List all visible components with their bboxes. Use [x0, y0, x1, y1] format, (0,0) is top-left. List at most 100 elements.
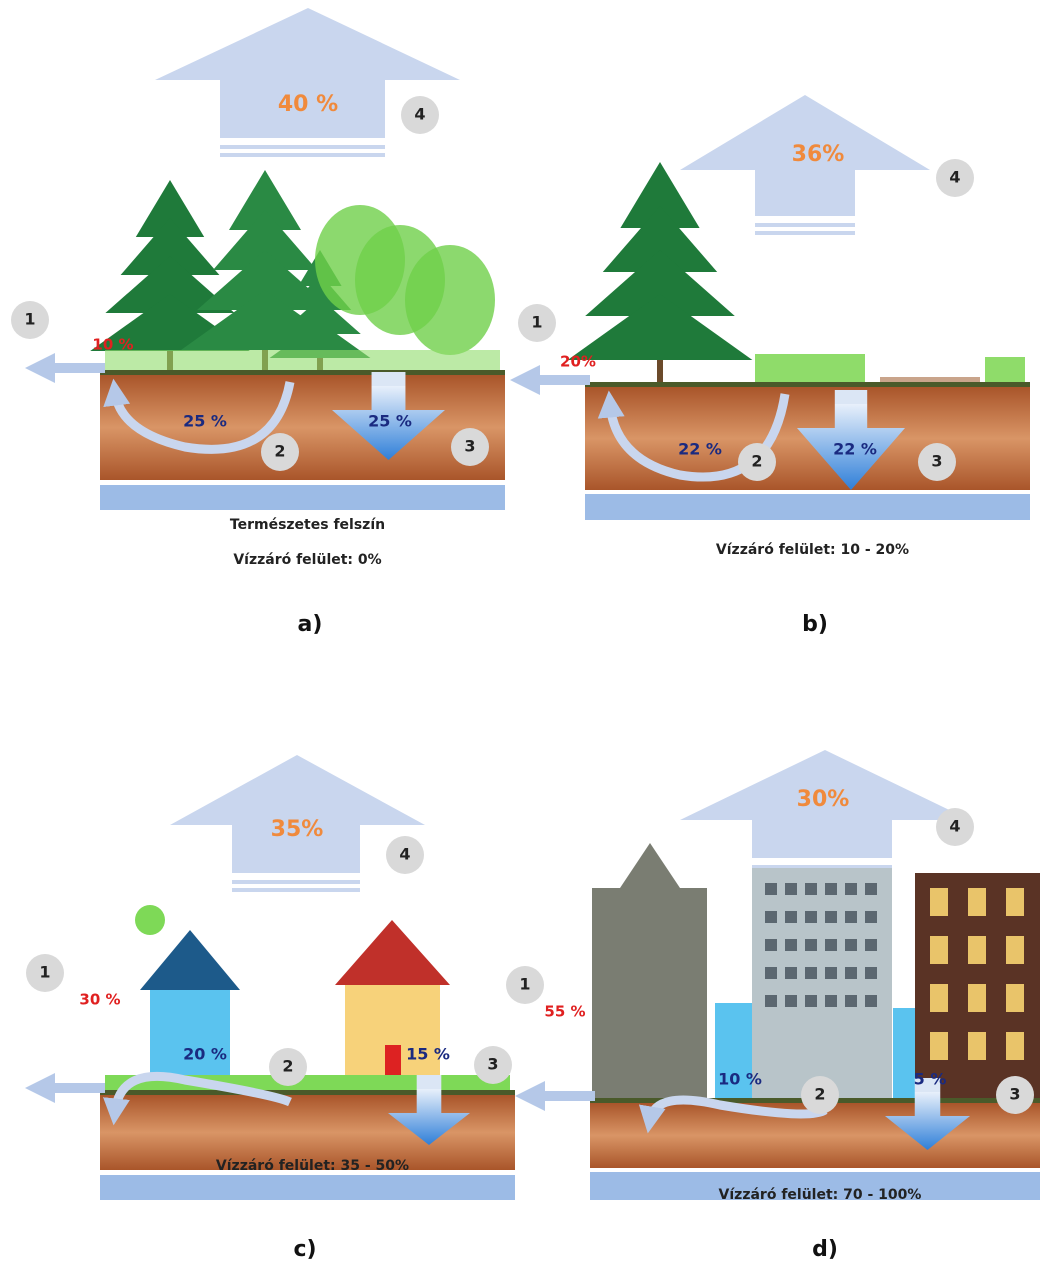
drain-grate — [417, 1075, 442, 1089]
window — [785, 995, 797, 1007]
marker-number: 2 — [282, 1057, 293, 1076]
window — [825, 939, 837, 951]
marker-number: 1 — [519, 975, 530, 994]
roof — [335, 920, 450, 985]
runoff-label: 55 % — [544, 1003, 585, 1021]
marker-number: 1 — [531, 313, 542, 332]
window — [805, 967, 817, 979]
window — [805, 883, 817, 895]
tree-crown — [568, 294, 753, 360]
window — [765, 911, 777, 923]
runoff-label: 20% — [560, 353, 596, 371]
groundwater — [585, 494, 1030, 520]
window — [930, 984, 948, 1012]
surface — [100, 1090, 515, 1095]
window — [845, 911, 857, 923]
window — [1006, 936, 1024, 964]
window — [825, 995, 837, 1007]
marker-number: 3 — [464, 437, 475, 456]
caption: Vízzáró felület: 35 - 50% — [216, 1158, 409, 1174]
shallow-label: 25 % — [183, 412, 227, 431]
panel-letter: d) — [812, 1237, 838, 1262]
window — [1006, 984, 1024, 1012]
window — [968, 888, 986, 916]
paved-area — [880, 377, 980, 382]
shallow-label: 20 % — [183, 1045, 227, 1064]
caption: Vízzáró felület: 0% — [233, 552, 381, 568]
arrow-stripe — [220, 153, 385, 157]
marker-number: 4 — [949, 817, 960, 836]
shallow-label: 10 % — [718, 1070, 762, 1089]
window — [825, 967, 837, 979]
marker-number: 3 — [931, 452, 942, 471]
marker-number: 2 — [274, 442, 285, 461]
arrow-stripe — [755, 223, 855, 227]
marker-number: 1 — [39, 963, 50, 982]
caption: Természetes felszín — [230, 517, 385, 533]
grass — [105, 350, 500, 370]
window — [930, 888, 948, 916]
window — [968, 936, 986, 964]
window — [845, 967, 857, 979]
window — [825, 911, 837, 923]
window — [968, 984, 986, 1012]
window — [765, 883, 777, 895]
office — [752, 868, 892, 1098]
window — [930, 936, 948, 964]
arrow-stripe — [232, 888, 360, 892]
grass — [755, 354, 865, 382]
window — [968, 1032, 986, 1060]
window — [845, 995, 857, 1007]
leafy-tree — [405, 245, 495, 355]
runoff-label: 10 % — [92, 336, 133, 354]
drain-grate — [372, 372, 406, 386]
evaporation-label: 35% — [271, 817, 324, 842]
window — [785, 883, 797, 895]
window — [805, 995, 817, 1007]
groundwater — [100, 1175, 515, 1200]
evaporation-label: 36% — [792, 142, 845, 167]
window — [865, 911, 877, 923]
window — [865, 883, 877, 895]
infiltration-label: 22 % — [833, 440, 877, 459]
window — [865, 967, 877, 979]
caption: Vízzáró felület: 70 - 100% — [719, 1187, 922, 1203]
tree-top — [135, 905, 165, 935]
infiltration-label: 25 % — [368, 412, 412, 431]
spire — [620, 843, 680, 888]
window — [845, 883, 857, 895]
window — [1006, 1032, 1024, 1060]
window — [825, 883, 837, 895]
evaporation-label: 40 % — [278, 92, 338, 117]
window — [785, 967, 797, 979]
window — [865, 995, 877, 1007]
infiltration-label: 15 % — [406, 1045, 450, 1064]
window — [845, 939, 857, 951]
marker-number: 1 — [24, 310, 35, 329]
infiltration-label: 5 % — [914, 1070, 947, 1089]
arrow-stripe — [232, 880, 360, 884]
window — [785, 911, 797, 923]
window — [765, 939, 777, 951]
panel-letter: a) — [298, 612, 323, 637]
groundwater — [100, 485, 505, 510]
grass — [985, 357, 1025, 382]
window — [785, 939, 797, 951]
marker-number: 3 — [1009, 1085, 1020, 1104]
evaporation-label: 30% — [797, 787, 850, 812]
marker-number: 4 — [414, 105, 425, 124]
window — [1006, 888, 1024, 916]
panel-letter: c) — [293, 1237, 316, 1262]
soil — [100, 375, 505, 480]
marker-number: 3 — [487, 1055, 498, 1074]
caption: Vízzáró felület: 10 - 20% — [716, 542, 909, 558]
roof — [140, 930, 240, 990]
arrow-stripe — [755, 231, 855, 235]
window — [765, 995, 777, 1007]
window — [805, 939, 817, 951]
window — [930, 1032, 948, 1060]
panel-letter: b) — [802, 612, 828, 637]
shallow-label: 22 % — [678, 440, 722, 459]
marker-number: 4 — [949, 168, 960, 187]
marker-number: 4 — [399, 845, 410, 864]
